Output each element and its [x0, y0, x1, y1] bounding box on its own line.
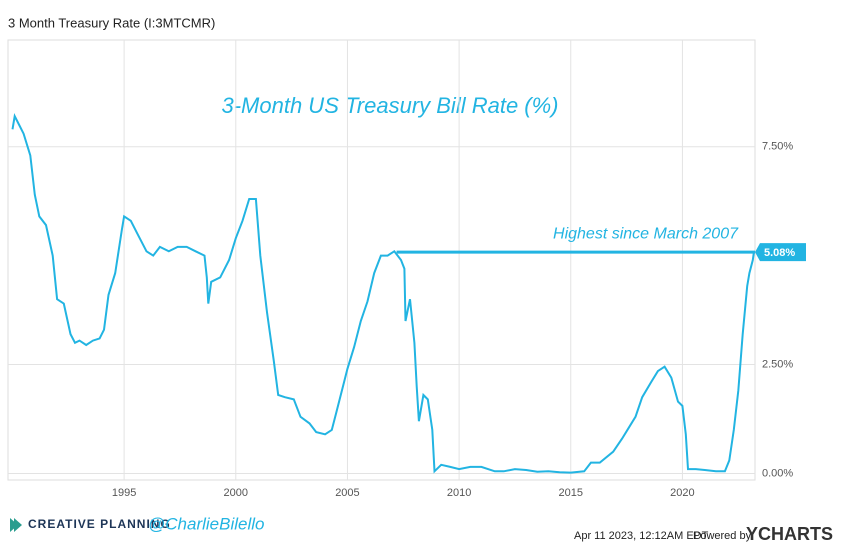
logo: YCHARTS — [746, 524, 833, 544]
y-tick-label: 0.00% — [762, 467, 793, 479]
chart-title: 3-Month US Treasury Bill Rate (%) — [221, 93, 558, 118]
powered-by: Powered by — [693, 530, 752, 542]
y-tick-label: 7.50% — [762, 141, 793, 153]
brand: CREATIVE PLANNING — [28, 517, 171, 531]
header: 3 Month Treasury Rate (I:3MTCMR) — [8, 15, 215, 30]
x-tick-label: 2015 — [559, 487, 583, 499]
handle: @CharlieBilello — [148, 514, 264, 533]
annotation: Highest since March 2007 — [553, 225, 739, 242]
value-badge — [755, 243, 806, 262]
x-tick-label: 2020 — [670, 487, 694, 499]
line — [11, 113, 755, 474]
x-tick-label: 2000 — [224, 487, 248, 499]
y-tick-label: 2.50% — [762, 358, 793, 370]
x-tick-label: 1995 — [112, 487, 136, 499]
plot-frame — [7, 39, 756, 481]
x-tick-label: 2010 — [447, 487, 471, 499]
x-tick-label: 2005 — [335, 487, 359, 499]
brand-icon — [10, 518, 22, 532]
value-label: 5.08% — [764, 247, 795, 259]
timestamp: Apr 11 2023, 12:12AM EDT. — [574, 530, 710, 542]
